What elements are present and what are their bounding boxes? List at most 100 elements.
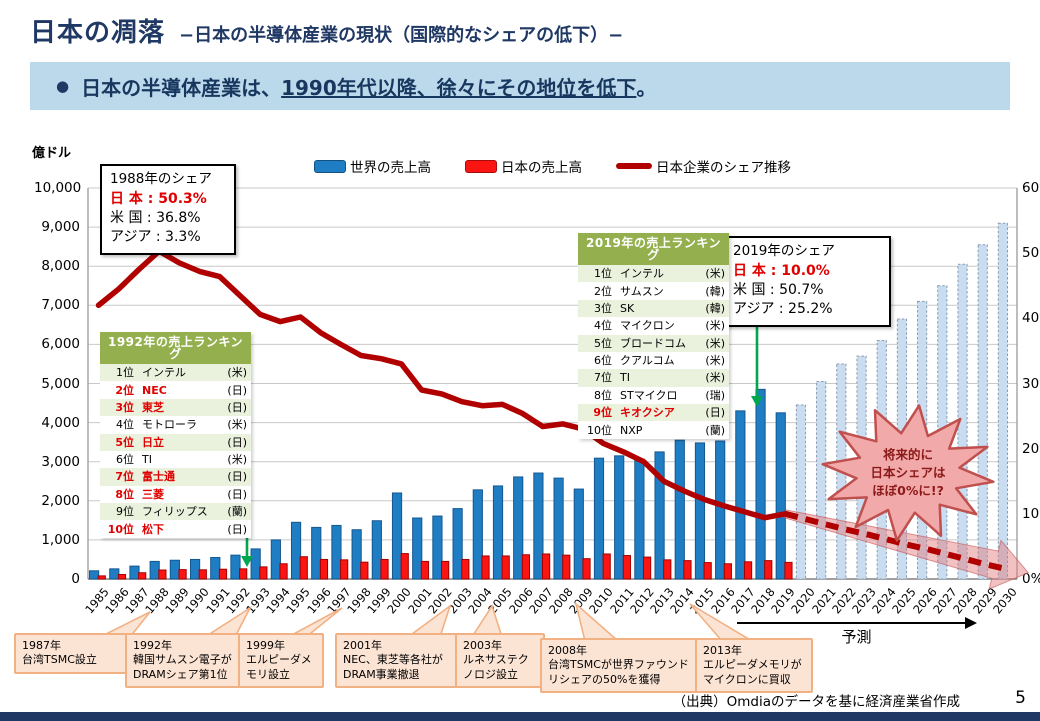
timeline-event: 台湾TSMC設立 bbox=[22, 653, 97, 667]
left-axis-tick: 5,000 bbox=[41, 375, 80, 392]
left-axis-tick: 3,000 bbox=[41, 453, 80, 470]
key-message-text: 日本の半導体産業は、1990年代以降、徐々にその地位を低下。 bbox=[81, 72, 656, 101]
world-bar-1994 bbox=[270, 539, 281, 580]
source-note: （出典）Omdiaのデータを基に経済産業省作成 bbox=[672, 694, 960, 710]
world-bar-2001 bbox=[412, 517, 423, 580]
forecast-share-arrow bbox=[783, 509, 1030, 590]
left-axis-tick: 10,000 bbox=[34, 180, 82, 196]
legend-label: 世界の売上高 bbox=[350, 160, 431, 176]
ranking-row: 8位 三菱 (日) bbox=[100, 485, 251, 503]
world-bar-2018 bbox=[755, 388, 766, 580]
bottom-accent-bar bbox=[0, 712, 1040, 721]
starburst-callout: 将来的に 日本シェアは ほぼ0%に!? bbox=[820, 403, 996, 543]
left-axis-tick: 7,000 bbox=[41, 297, 80, 314]
page-number: 5 bbox=[1015, 688, 1026, 708]
ranking-row: 5位 日立 (日) bbox=[100, 433, 251, 451]
key-message-underlined: 1990年代以降、徐々にその地位を低下 bbox=[281, 75, 637, 100]
world-bar-2011 bbox=[614, 455, 625, 580]
share-2019-title: 2019年のシェア bbox=[733, 243, 835, 259]
ranking-cell: 3位 bbox=[594, 301, 612, 315]
japan-bar-1993 bbox=[259, 566, 268, 580]
ranking-cell: (米) bbox=[227, 366, 247, 380]
page-subtitle: −日本の半導体産業の現状（国際的なシェアの低下）− bbox=[179, 25, 624, 46]
ranking-cell: 1位 bbox=[594, 267, 612, 281]
world-bar-2015 bbox=[694, 442, 706, 580]
timeline-year: 2003年 bbox=[463, 639, 502, 652]
japan-bar-2002 bbox=[441, 560, 450, 580]
share-row: アジア : 25.2% bbox=[733, 301, 833, 318]
timeline-year: 1992年 bbox=[133, 639, 172, 652]
left-axis-tick: 0 bbox=[71, 571, 80, 587]
japan-bar-1994 bbox=[279, 563, 288, 580]
right-axis-tick: 40% bbox=[1022, 310, 1040, 327]
ranking-1992-box: 1992年の売上ランキング 1位 インテル (米) 2位 NEC (日) 3位 東芝 (日) 4位… bbox=[100, 332, 251, 538]
ranking-row: 5位 ブロードコム (米) bbox=[578, 334, 729, 352]
share-line-forecast bbox=[784, 510, 1008, 573]
forecast-range-arrow bbox=[737, 617, 977, 629]
timeline-event: NEC、東芝等各社がDRAM事業撤退 bbox=[343, 653, 443, 681]
ranking-cell: STマイクロ bbox=[620, 388, 678, 402]
ranking-cell: (日) bbox=[227, 400, 247, 414]
japan-bar-2014 bbox=[683, 560, 692, 580]
ranking-cell: 7位 bbox=[115, 470, 134, 484]
japan-bar-2017 bbox=[743, 561, 753, 580]
ranking-cell: キオクシア bbox=[620, 406, 675, 420]
left-axis-tick: 6,000 bbox=[41, 336, 80, 353]
ranking-1992-title: 1992年の売上ランキング bbox=[100, 332, 251, 364]
ranking-cell: NXP bbox=[620, 423, 643, 437]
japan-bar-1985 bbox=[97, 575, 106, 580]
ranking-cell: (日) bbox=[227, 383, 247, 397]
legend-item: 日本の売上高 bbox=[465, 156, 582, 176]
chart-legend: 世界の売上高 日本の売上高 日本企業のシェア推移 bbox=[88, 156, 1017, 176]
world-bar-1999 bbox=[371, 520, 382, 580]
ranking-cell: (日) bbox=[227, 487, 247, 501]
world-bar-1993 bbox=[250, 548, 261, 580]
ranking-cell: 5位 bbox=[115, 435, 134, 449]
timeline-event: ルネサステクノロジ設立 bbox=[463, 653, 529, 681]
ranking-cell: (蘭) bbox=[227, 505, 247, 519]
callout-tail bbox=[689, 603, 755, 642]
japan-bar-2005 bbox=[501, 555, 510, 580]
timeline-callout-1999: 1999年 エルピーダメモリ設立 bbox=[238, 633, 324, 688]
left-axis-tick: 2,000 bbox=[41, 492, 80, 509]
forecast-bar-2029 bbox=[977, 244, 988, 580]
ranking-cell: 9位 bbox=[593, 406, 612, 420]
key-message-banner: ● 日本の半導体産業は、1990年代以降、徐々にその地位を低下。 bbox=[30, 62, 1010, 110]
ranking-cell: (米) bbox=[227, 453, 247, 467]
ranking-cell: インテル bbox=[620, 267, 664, 281]
right-axis-tick: 0% bbox=[1022, 571, 1040, 587]
ranking-row: 1位 インテル (米) bbox=[100, 364, 251, 382]
ranking-cell: 4位 bbox=[594, 319, 612, 333]
share-row: 米 国 : 50.7% bbox=[733, 281, 824, 298]
ranking-row: 10位 NXP (蘭) bbox=[578, 421, 729, 439]
japan-bar-1987 bbox=[138, 572, 147, 580]
ranking-cell: 6位 bbox=[116, 453, 134, 467]
left-axis-tick: 9,000 bbox=[41, 219, 80, 236]
ranking-cell: インテル bbox=[142, 366, 186, 380]
ranking-cell: 9位 bbox=[116, 505, 134, 519]
japan-bar-2004 bbox=[481, 555, 490, 580]
share-line-actual bbox=[95, 248, 788, 521]
share-2019-box: 2019年のシェア 日 本 : 10.0% 米 国 : 50.7% アジア : 25… bbox=[723, 236, 891, 327]
legend-swatch-1 bbox=[465, 159, 497, 173]
ranking-cell: 1位 bbox=[116, 366, 134, 380]
japan-bar-2000 bbox=[400, 553, 409, 580]
legend-label: 日本の売上高 bbox=[501, 160, 582, 176]
ranking-row: 4位 モトローラ (米) bbox=[100, 416, 251, 434]
world-bar-1985 bbox=[89, 570, 100, 580]
right-axis-tick: 20% bbox=[1022, 440, 1040, 457]
bullet-icon: ● bbox=[56, 77, 70, 95]
world-bar-2006 bbox=[513, 476, 524, 580]
ranking-cell: (日) bbox=[227, 470, 247, 484]
ranking-row: 9位 キオクシア (日) bbox=[578, 404, 729, 422]
world-bar-2013 bbox=[654, 451, 665, 580]
callout-tail bbox=[574, 601, 621, 642]
ranking-cell: 6位 bbox=[594, 354, 612, 368]
timeline-event: 台湾TSMCが世界ファウンドリシェアの50%を獲得 bbox=[548, 658, 689, 686]
world-bar-1995 bbox=[290, 521, 302, 580]
right-axis-tick: 10% bbox=[1022, 505, 1040, 522]
right-axis-tick: 60% bbox=[1022, 180, 1040, 196]
world-bar-2005 bbox=[492, 485, 504, 580]
japan-bar-2009 bbox=[582, 558, 591, 580]
ranking-2019-box: 2019年の売上ランキング 1位 インテル (米) 2位 サムスン (韓) 3位 SK (韓) 4… bbox=[578, 233, 729, 439]
